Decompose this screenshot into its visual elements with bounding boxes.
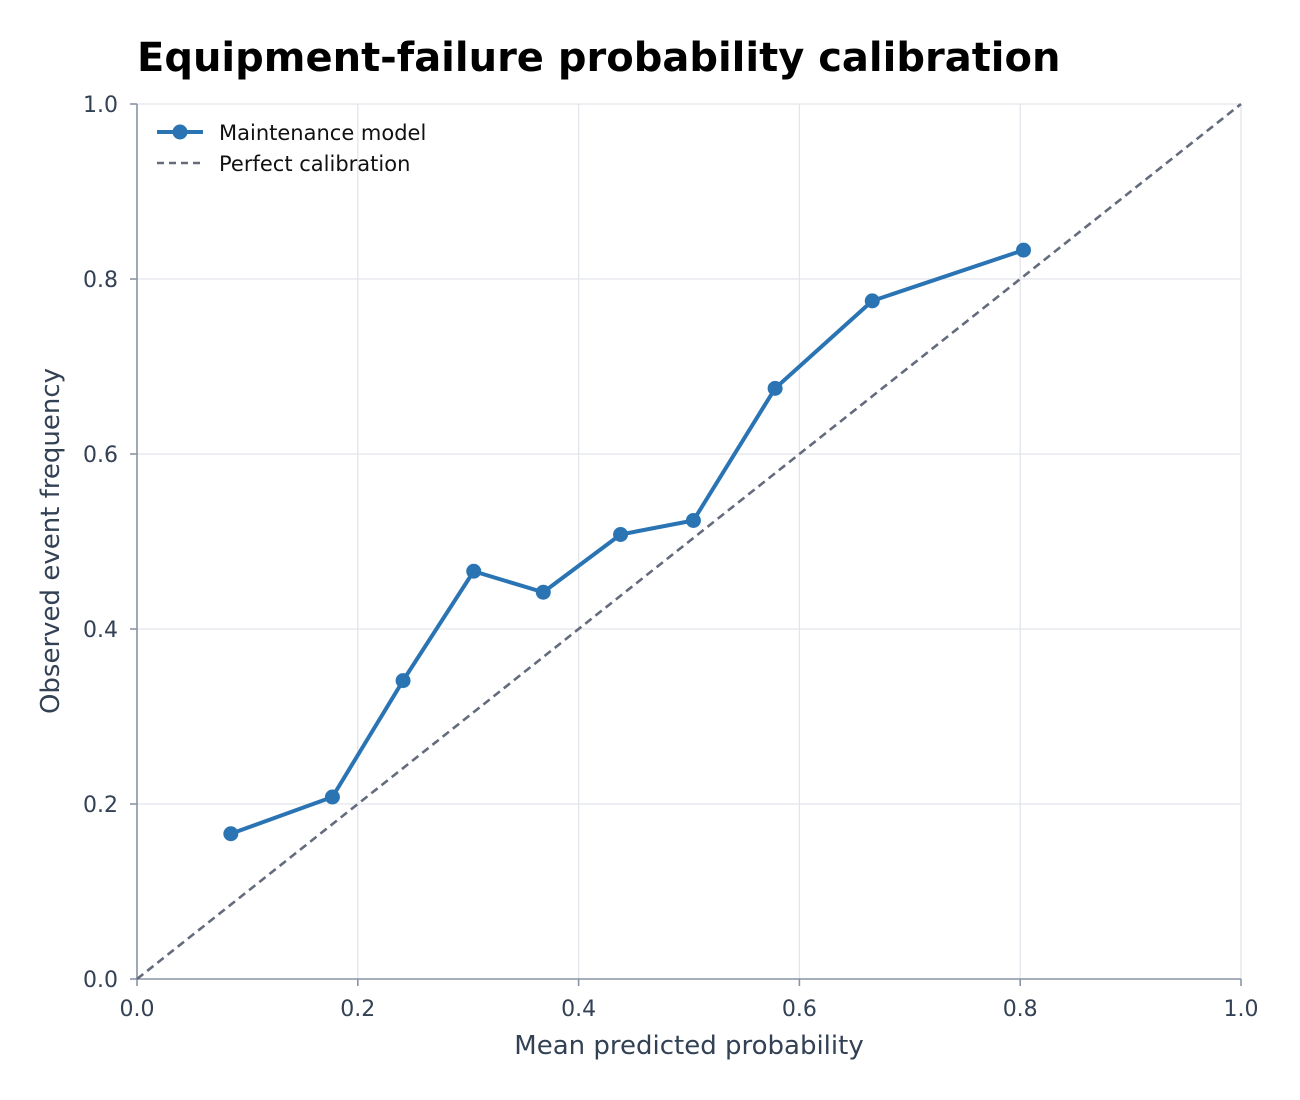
- y-tick-label: 0.6: [83, 443, 118, 468]
- legend-model-marker-swatch: [172, 124, 188, 140]
- x-tick-label: 0.8: [1003, 997, 1038, 1022]
- x-tick-label: 0.2: [340, 997, 375, 1022]
- model-data-point: [223, 826, 239, 842]
- x-tick-label: 1.0: [1224, 997, 1259, 1022]
- model-data-point: [466, 563, 482, 579]
- y-axis-label: Observed event frequency: [36, 368, 66, 714]
- model-data-point: [767, 380, 783, 396]
- model-data-point: [324, 789, 340, 805]
- x-tick-label: 0.6: [782, 997, 817, 1022]
- y-tick-label: 0.2: [83, 793, 118, 818]
- legend-label-perfect: Perfect calibration: [219, 152, 410, 176]
- model-data-point: [864, 293, 880, 309]
- y-tick-label: 0.4: [83, 618, 118, 643]
- x-tick-label: 0.4: [561, 997, 596, 1022]
- axes: [136, 104, 1241, 980]
- legend: Maintenance model Perfect calibration: [157, 121, 426, 176]
- legend-label-model: Maintenance model: [219, 121, 426, 145]
- y-tick-label: 0.0: [83, 968, 118, 993]
- model-data-point: [685, 513, 701, 528]
- x-axis-label: Mean predicted probability: [514, 1031, 863, 1061]
- model-data-point: [395, 673, 411, 689]
- model-data-point: [535, 584, 551, 600]
- model-data-point: [1016, 242, 1032, 258]
- perfect-calibration-line: [136, 102, 1242, 981]
- legend-item-model: Maintenance model: [157, 121, 426, 145]
- y-tick-label: 1.0: [83, 93, 118, 118]
- data-series: [136, 102, 1242, 981]
- legend-item-perfect: Perfect calibration: [157, 152, 410, 176]
- y-tick-label: 0.8: [83, 268, 118, 293]
- chart-title: Equipment-failure probability calibratio…: [137, 35, 1060, 81]
- axis-ticks: 0.0 0.2 0.4 0.6 0.8 1.0 0.0 0.2 0.4 0.6 0.8 1.0: [83, 93, 1259, 1022]
- x-tick-label: 0.0: [120, 997, 155, 1022]
- model-data-point: [613, 527, 629, 542]
- model-series-line: [228, 248, 1026, 836]
